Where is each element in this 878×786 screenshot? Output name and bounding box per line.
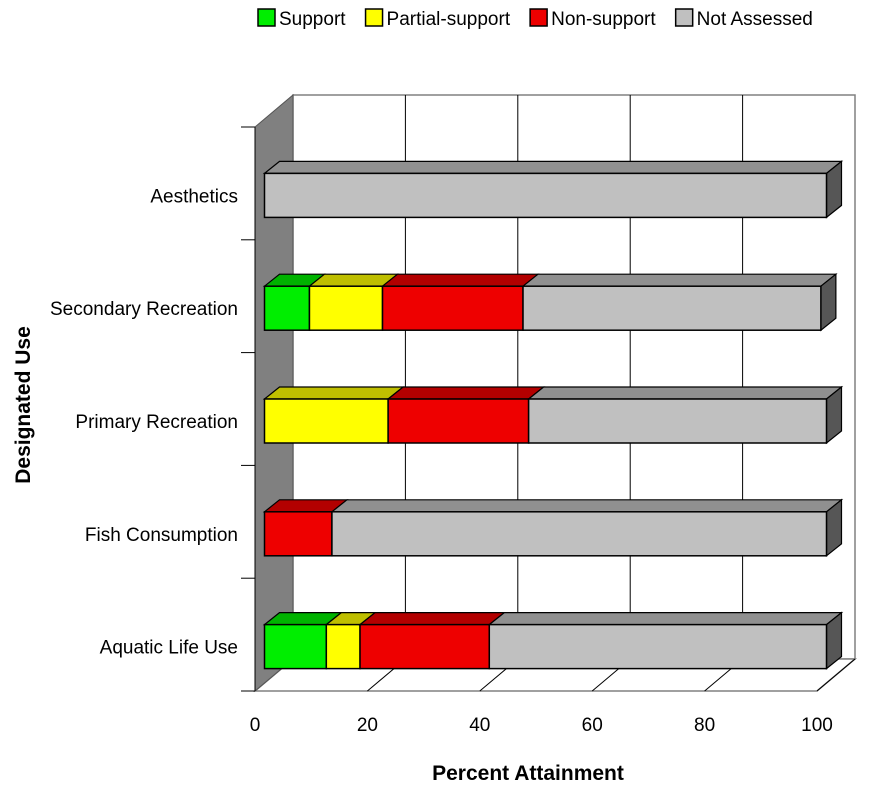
bar-not-assessed [331,511,828,557]
legend-label: Non-support [551,9,656,30]
legend-swatch [257,8,276,27]
bar-not-assessed [263,172,828,219]
floor-gridline [816,658,856,692]
category-label: Aquatic Life Use [100,638,238,659]
bar-not-assessed-top [330,499,844,513]
bar-non-support-top [358,611,507,626]
bar-not-assessed [527,398,828,444]
bar-non-support [387,398,530,444]
x-tick-label: 100 [801,715,833,736]
category-label: Primary Recreation [75,412,238,433]
bar-partial-support [325,623,361,670]
bars [262,160,844,670]
bar-non-support [359,623,491,670]
legend-label: Not Assessed [697,9,813,30]
x-tick-label: 0 [250,715,261,736]
bar-non-support-top [386,386,546,400]
legend-swatch [529,8,548,27]
legend-swatch [674,8,694,27]
legend: Support Partial-support Non-support Not Ass… [257,8,813,30]
bar-partial-support [308,285,384,331]
x-axis-title: Percent Attainment [432,762,624,785]
bar-partial-support-top [262,386,405,400]
x-tick-label: 20 [357,715,378,736]
bar-non-support-top [380,273,540,287]
category-label: Fish Consumption [85,525,238,546]
legend-label: Support [279,9,346,30]
x-tick-label: 60 [582,715,603,736]
bar-support [263,285,311,331]
x-tick-label: 80 [694,715,715,736]
bar-partial-support [263,398,389,444]
bar-not-assessed [522,285,822,331]
legend-swatch [364,8,384,27]
bar-not-assessed-top [262,160,844,174]
bar-not-assessed-top [521,273,838,287]
legend-label: Partial-support [387,9,511,30]
bar-not-assessed-top [526,386,844,400]
axes: 0 20 40 60 80 100 Aesthetics Secondary Recreati… [50,126,833,736]
category-label: Secondary Recreation [50,299,238,320]
x-tick-label: 40 [469,715,490,736]
bar-not-assessed [488,623,828,670]
y-axis-title: Designated Use [12,326,35,484]
bar-not-assessed-top [487,611,844,626]
category-label: Aesthetics [150,186,238,207]
bar-support [263,623,328,670]
bar-non-support [263,511,333,557]
bar-non-support [381,285,524,331]
